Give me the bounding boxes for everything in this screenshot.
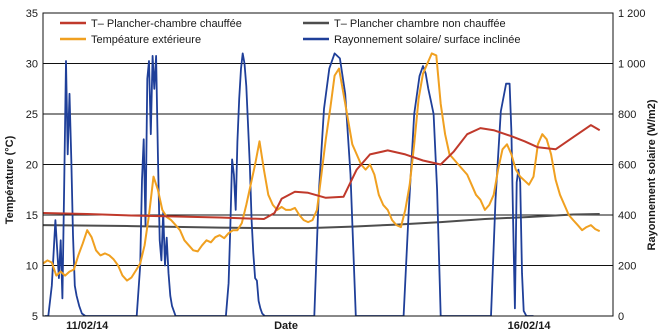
y-left-tick-label: 35 xyxy=(26,8,38,20)
legend: T– Plancher-chambre chauffée T– Plancher … xyxy=(56,16,526,46)
y-right-tick-label: 1 000 xyxy=(618,59,646,71)
legend-entry: T– Plancher chambre non chauffée xyxy=(334,18,506,30)
legend-entry: Rayonnement solaire/ surface inclinée xyxy=(334,34,521,46)
plot-frame xyxy=(42,12,614,317)
y-right-tick-label: 0 xyxy=(618,311,624,323)
x-axis-title: Date xyxy=(274,320,298,332)
series-line-t-plancher-chauffee xyxy=(43,124,601,220)
y-left-tick-label: 20 xyxy=(26,160,38,172)
tick-labels: 5 10 15 20 25 30 35 0 200 400 600 800 1 000 1 200 11/0… xyxy=(26,8,646,332)
legend-box xyxy=(56,16,526,46)
y-right-tick-label: 600 xyxy=(618,160,636,172)
legend-entry: T– Plancher-chambre chauffée xyxy=(91,18,242,30)
y-right-tick-label: 1 200 xyxy=(618,8,646,20)
y-right-tick-label: 800 xyxy=(618,109,636,121)
plot-border xyxy=(42,12,614,317)
y-axis-right-title: Rayonnement solaire (W/m2) xyxy=(646,99,658,250)
gridlines xyxy=(43,12,613,317)
series-line-t-plancher-non-chauffee xyxy=(43,213,600,230)
x-tick-label: 11/02/14 xyxy=(66,320,109,332)
series-line-temperature-exterieure xyxy=(43,52,601,282)
y-right-tick-label: 400 xyxy=(618,210,636,222)
series-layer xyxy=(43,52,601,316)
y-left-tick-label: 15 xyxy=(26,210,38,222)
y-left-tick-label: 5 xyxy=(32,311,38,323)
y-right-tick-label: 200 xyxy=(618,261,636,273)
legend-entry: Tempéature extérieure xyxy=(91,34,201,46)
x-tick-label: 16/02/14 xyxy=(508,320,552,332)
y-left-tick-label: 25 xyxy=(26,109,38,121)
y-left-tick-label: 30 xyxy=(26,59,38,71)
y-left-tick-label: 10 xyxy=(26,261,38,273)
y-axis-left-title: Température (°C) xyxy=(4,135,16,224)
series-line-rayonnement xyxy=(44,52,534,316)
